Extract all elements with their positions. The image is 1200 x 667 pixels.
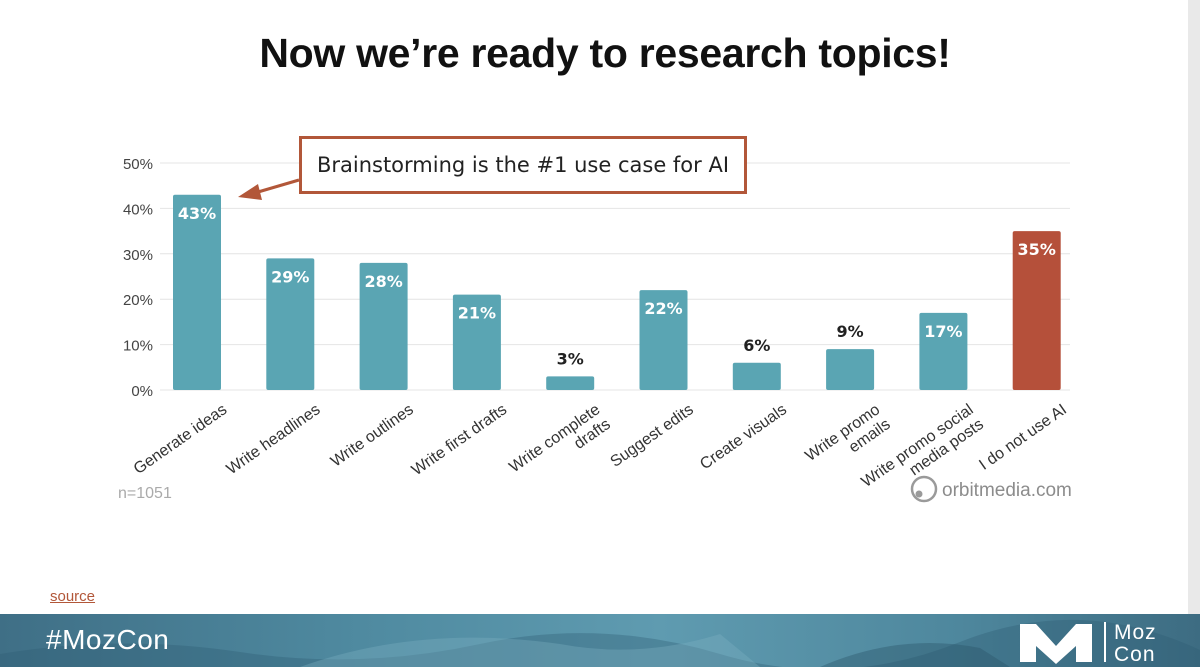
y-tick-label: 50% — [123, 156, 153, 173]
x-category-label: I do not use AI — [976, 401, 1070, 474]
bar — [266, 258, 315, 390]
bar — [826, 349, 875, 390]
x-category-label-line: Write first drafts — [409, 401, 510, 479]
bar — [173, 194, 221, 390]
bar — [452, 294, 501, 390]
y-tick-label: 30% — [123, 247, 153, 264]
bar-data-label: 35% — [1018, 240, 1056, 259]
source-link[interactable]: source — [50, 588, 96, 605]
bar — [919, 312, 968, 390]
x-category-label: Write first drafts — [409, 401, 510, 479]
footer-hashtag: #MozCon — [46, 624, 170, 655]
y-tick-label: 0% — [131, 383, 153, 400]
sample-size-note: n=1051 — [118, 485, 172, 502]
orbit-logo-icon — [910, 475, 938, 503]
callout-box: Brainstorming is the #1 use case for AI — [299, 136, 747, 194]
x-category-label: Create visuals — [697, 401, 790, 473]
orbit-logo-dot-icon — [915, 490, 923, 498]
callout-arrowhead — [238, 184, 262, 200]
bar-data-label: 21% — [458, 304, 496, 323]
bar-data-label: 29% — [271, 267, 309, 286]
bar-data-label: 22% — [644, 299, 682, 318]
x-category-label-line: Write headlines — [224, 401, 324, 478]
bar-data-label: 28% — [364, 272, 402, 291]
watermark-text: orbitmedia.com — [942, 480, 1072, 501]
x-category-label: Generate ideas — [131, 401, 230, 478]
bar — [359, 262, 408, 390]
bar-data-label: 3% — [557, 349, 584, 368]
slide-title: Now we’re ready to research topics! — [259, 30, 951, 76]
footer-banner: #MozCon Moz Con — [0, 614, 1200, 667]
y-tick-label: 10% — [123, 338, 153, 355]
x-category-label: Suggest edits — [608, 401, 697, 471]
slide-edge-strip — [1188, 0, 1200, 667]
mozcon-logo: Moz Con — [1018, 620, 1168, 666]
bar-data-label: 43% — [178, 204, 216, 223]
x-category-label-line: Suggest edits — [608, 401, 697, 471]
bar-chart: 0% 10% 20% 30% 40% 50% 43% Generate ideas 29% Wri… — [118, 156, 1072, 503]
bar-data-label: 9% — [837, 322, 864, 341]
y-tick-label: 20% — [123, 292, 153, 309]
callout-text: Brainstorming is the #1 use case for AI — [316, 153, 730, 177]
bar-data-label: 17% — [924, 322, 962, 341]
x-category-label-line: I do not use AI — [976, 401, 1070, 474]
footer-texture — [0, 619, 1200, 667]
moz-m-logo-icon — [1020, 624, 1092, 664]
x-category-label-line: Create visuals — [697, 401, 790, 473]
bar — [546, 376, 595, 390]
callout-arrow-line — [257, 178, 300, 194]
logo-divider — [1104, 622, 1106, 662]
logo-word-con: Con — [1114, 643, 1156, 666]
x-category-label: Write outlines — [328, 401, 417, 470]
logo-word-moz: Moz — [1114, 621, 1157, 644]
y-tick-label: 40% — [123, 201, 153, 218]
bar — [732, 362, 781, 390]
bar — [639, 290, 688, 390]
x-category-label: Write headlines — [224, 401, 324, 478]
bar — [1012, 231, 1061, 390]
bar-data-label: 6% — [743, 336, 770, 355]
x-category-label-line: Generate ideas — [131, 401, 230, 478]
x-category-label-line: Write outlines — [328, 401, 417, 470]
